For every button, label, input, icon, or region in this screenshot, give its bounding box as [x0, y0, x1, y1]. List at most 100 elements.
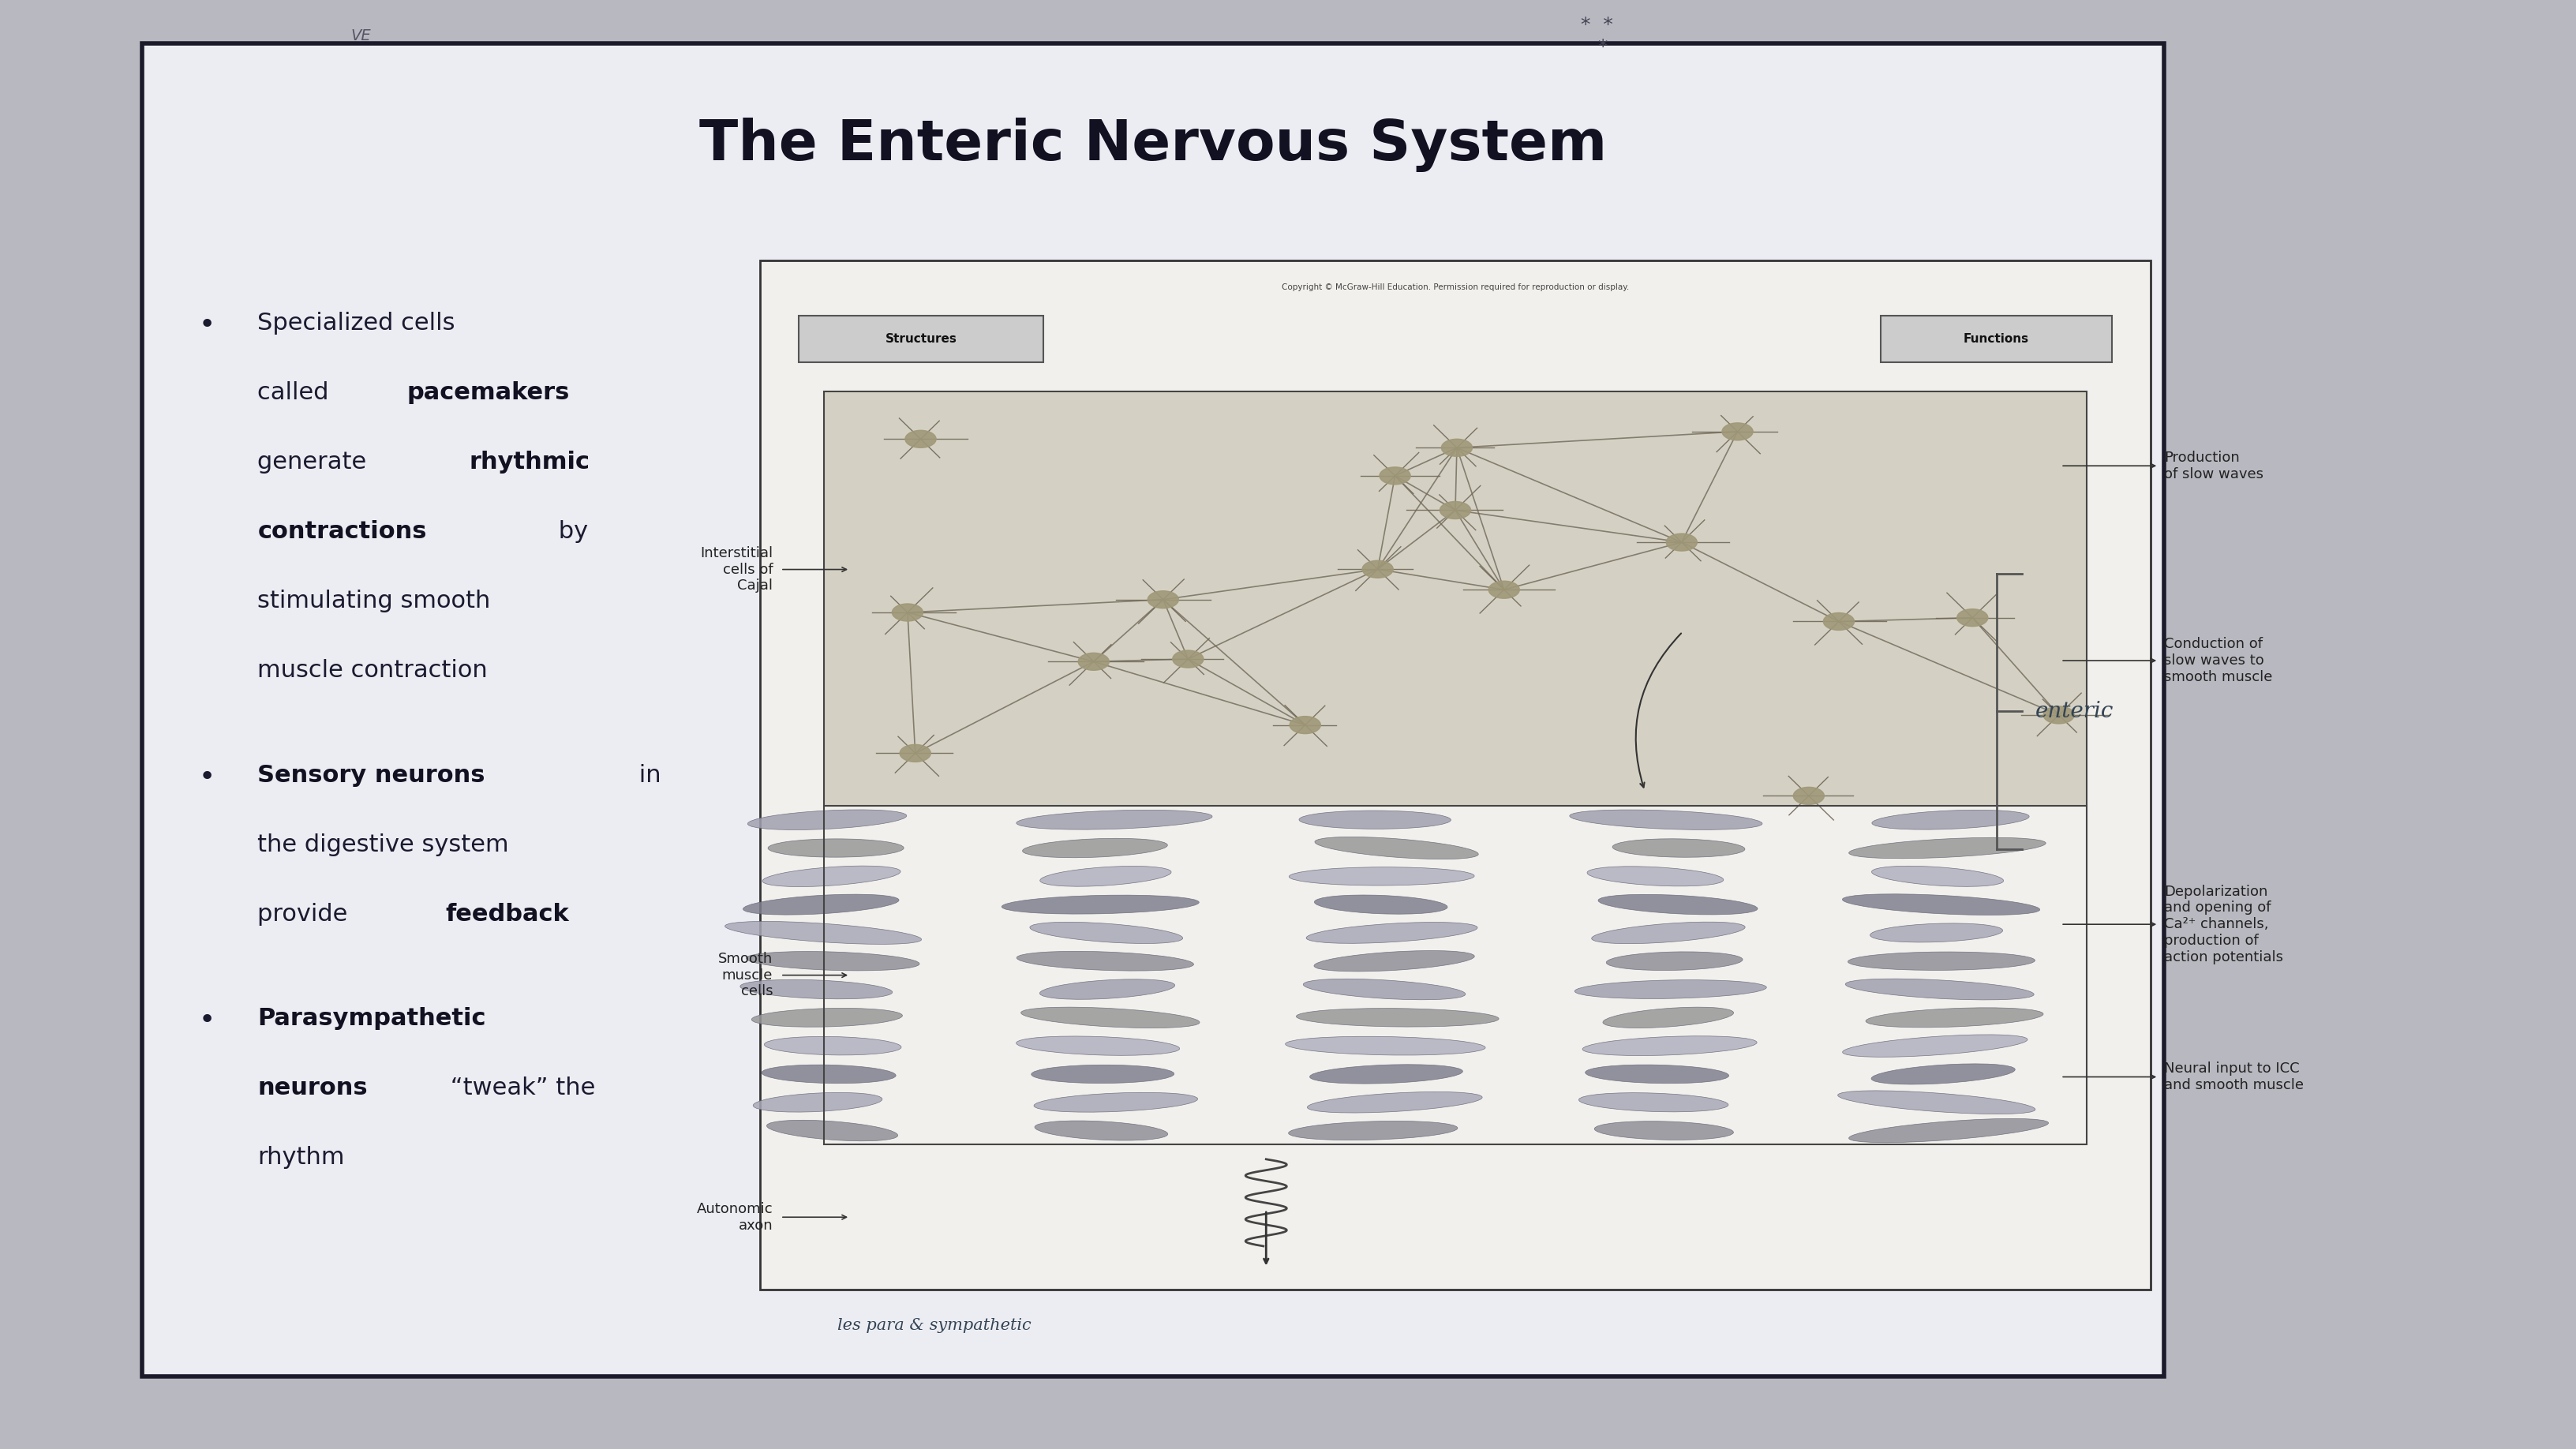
Ellipse shape	[768, 839, 904, 858]
Ellipse shape	[765, 1036, 902, 1055]
Ellipse shape	[1574, 980, 1767, 998]
Circle shape	[1440, 501, 1471, 519]
Ellipse shape	[1850, 1119, 2048, 1143]
Circle shape	[1793, 787, 1824, 804]
Ellipse shape	[1592, 922, 1744, 943]
Text: Production
of slow waves: Production of slow waves	[2164, 451, 2264, 481]
Ellipse shape	[747, 952, 920, 971]
Circle shape	[1291, 716, 1321, 733]
Circle shape	[1079, 653, 1110, 671]
Text: Copyright © McGraw-Hill Education. Permission required for reproduction or displ: Copyright © McGraw-Hill Education. Permi…	[1283, 283, 1628, 291]
Ellipse shape	[1847, 952, 2035, 971]
Text: Neural input to ICC
and smooth muscle: Neural input to ICC and smooth muscle	[2164, 1062, 2303, 1093]
Ellipse shape	[1306, 922, 1479, 943]
Ellipse shape	[1023, 839, 1167, 858]
Ellipse shape	[1873, 810, 2030, 829]
Text: les para & sympathetic: les para & sympathetic	[837, 1319, 1030, 1333]
Ellipse shape	[1002, 895, 1198, 914]
Ellipse shape	[1298, 810, 1450, 829]
Text: •: •	[198, 1007, 216, 1035]
Circle shape	[1443, 439, 1473, 456]
Ellipse shape	[1837, 1091, 2035, 1114]
Text: Depolarization
and opening of
Ca²⁺ channels,
production of
action potentials: Depolarization and opening of Ca²⁺ chann…	[2164, 884, 2282, 964]
Text: rhythmic: rhythmic	[469, 451, 590, 474]
Ellipse shape	[1033, 1093, 1198, 1113]
Ellipse shape	[762, 867, 902, 887]
Ellipse shape	[1613, 839, 1744, 858]
Ellipse shape	[1041, 867, 1172, 887]
Text: Structures: Structures	[886, 333, 956, 345]
Ellipse shape	[742, 894, 899, 914]
Ellipse shape	[1288, 867, 1473, 885]
Text: •: •	[198, 764, 216, 791]
Text: rhythm: rhythm	[258, 1146, 345, 1169]
Circle shape	[1149, 591, 1180, 609]
Ellipse shape	[1018, 810, 1213, 829]
Ellipse shape	[724, 922, 922, 945]
Circle shape	[1667, 533, 1698, 551]
Circle shape	[1381, 467, 1412, 484]
Ellipse shape	[1602, 1007, 1734, 1027]
Ellipse shape	[1584, 1065, 1728, 1084]
Text: stimulating smooth: stimulating smooth	[258, 590, 489, 613]
Text: neurons: neurons	[258, 1077, 368, 1100]
Circle shape	[891, 604, 922, 622]
Text: called: called	[258, 381, 337, 404]
Ellipse shape	[752, 1009, 902, 1027]
Text: provide: provide	[258, 903, 355, 926]
Circle shape	[1824, 613, 1855, 630]
Ellipse shape	[1597, 894, 1757, 914]
Text: •: •	[198, 312, 216, 339]
Bar	[760, 261, 2151, 1290]
Ellipse shape	[1036, 1120, 1167, 1140]
Ellipse shape	[1842, 1035, 2027, 1056]
Ellipse shape	[1865, 1007, 2043, 1027]
Circle shape	[1489, 581, 1520, 598]
Bar	[799, 316, 1043, 362]
Ellipse shape	[1018, 1036, 1180, 1055]
Text: enteric: enteric	[2035, 701, 2112, 722]
Ellipse shape	[1288, 1122, 1458, 1140]
Bar	[824, 391, 2087, 806]
Text: Sensory neurons: Sensory neurons	[258, 764, 484, 787]
Ellipse shape	[1607, 952, 1741, 971]
Ellipse shape	[1285, 1036, 1486, 1055]
Ellipse shape	[1870, 1064, 2014, 1084]
Bar	[142, 43, 2164, 1377]
Circle shape	[1721, 423, 1752, 440]
Ellipse shape	[762, 1065, 896, 1084]
Ellipse shape	[739, 980, 891, 998]
Bar	[1880, 316, 2112, 362]
Ellipse shape	[1314, 838, 1479, 859]
Circle shape	[1172, 651, 1203, 668]
Ellipse shape	[1595, 1122, 1734, 1140]
Ellipse shape	[1296, 1009, 1499, 1027]
Ellipse shape	[1582, 1036, 1757, 1056]
Text: Specialized cells: Specialized cells	[258, 312, 456, 335]
Ellipse shape	[1020, 1007, 1200, 1027]
Ellipse shape	[1569, 810, 1762, 830]
Ellipse shape	[1030, 922, 1182, 943]
Ellipse shape	[1303, 980, 1466, 1000]
Circle shape	[1958, 609, 1989, 626]
Ellipse shape	[752, 1093, 881, 1111]
Text: in: in	[631, 764, 662, 787]
Circle shape	[904, 430, 935, 448]
Ellipse shape	[1041, 980, 1175, 1000]
Text: Autonomic
axon: Autonomic axon	[696, 1201, 773, 1233]
Circle shape	[899, 745, 930, 762]
Ellipse shape	[1587, 867, 1723, 887]
Ellipse shape	[1018, 952, 1193, 971]
Text: The Enteric Nervous System: The Enteric Nervous System	[698, 117, 1607, 172]
Text: the digestive system: the digestive system	[258, 833, 510, 856]
Bar	[824, 806, 2087, 1145]
Ellipse shape	[747, 810, 907, 830]
Ellipse shape	[1873, 867, 2004, 887]
Text: pacemakers: pacemakers	[407, 381, 569, 404]
Ellipse shape	[1870, 923, 2002, 942]
Ellipse shape	[1842, 894, 2040, 916]
Ellipse shape	[1850, 838, 2045, 858]
Ellipse shape	[1579, 1093, 1728, 1111]
Text: Interstitial
cells of
Cajal: Interstitial cells of Cajal	[701, 546, 773, 593]
Text: “tweak” the: “tweak” the	[443, 1077, 595, 1100]
